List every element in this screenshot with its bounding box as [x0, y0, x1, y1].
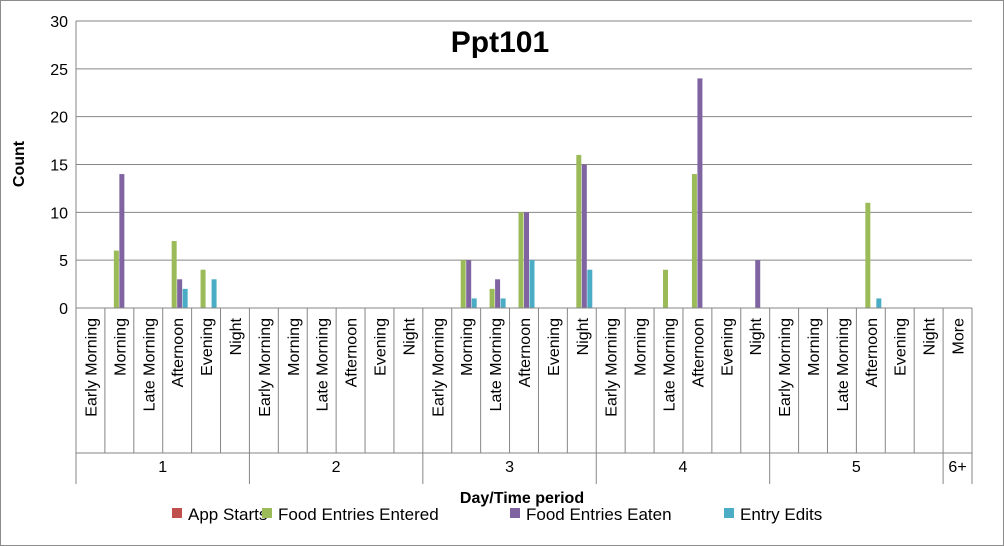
x-category-label: Late Morning — [488, 318, 505, 411]
bar — [460, 260, 466, 308]
y-tick-label: 20 — [50, 110, 68, 127]
bar — [529, 260, 535, 308]
y-tick-label: 25 — [50, 62, 68, 79]
bar — [113, 250, 119, 308]
bar — [466, 260, 472, 308]
x-category-label: Late Morning — [835, 318, 852, 411]
x-category-label: Night — [575, 317, 592, 355]
x-category-label: Night — [922, 317, 939, 355]
x-category-label: Night — [748, 317, 765, 355]
legend-swatch — [172, 508, 182, 518]
bars — [113, 78, 882, 309]
bar — [524, 212, 529, 308]
bar — [177, 279, 183, 308]
y-tick-label: 10 — [50, 205, 68, 222]
x-category-label: Late Morning — [662, 318, 679, 411]
legend: App Starts Food Entries Entered Food Entri… — [172, 505, 822, 524]
legend-swatch — [510, 508, 520, 518]
x-category-label: Evening — [372, 318, 389, 376]
bar — [518, 212, 524, 308]
bar — [500, 298, 506, 308]
x-category-label: Late Morning — [315, 318, 332, 411]
x-category-label: Morning — [633, 318, 650, 376]
x-category-label: Morning — [806, 318, 823, 376]
x-category-label: Early Morning — [430, 318, 447, 417]
x-category-label: Night — [401, 317, 418, 355]
bar — [119, 174, 125, 308]
y-tick-label: 0 — [59, 301, 68, 318]
bar — [171, 241, 177, 308]
x-category-label: Evening — [719, 318, 736, 376]
bar — [576, 154, 582, 308]
x-category-label: Afternoon — [517, 318, 534, 387]
x-axis: Early Morning Morning Late Morning Afternoo… — [75, 307, 973, 484]
legend-label: App Starts — [188, 505, 267, 524]
x-category-label: Late Morning — [141, 318, 158, 411]
bar — [663, 269, 669, 308]
y-tick-label: 5 — [59, 253, 68, 270]
x-category-label: Night — [228, 317, 245, 355]
bar — [489, 288, 495, 308]
x-category-label: Early Morning — [604, 318, 621, 417]
legend-swatch — [724, 508, 734, 518]
x-axis-title: Day/Time period — [460, 490, 584, 507]
bar — [697, 78, 703, 309]
legend-label: Food Entries Entered — [278, 505, 439, 524]
x-category-label: Afternoon — [344, 318, 361, 387]
x-category-label: Evening — [199, 318, 216, 376]
bar — [200, 269, 206, 308]
legend-label: Food Entries Eaten — [526, 505, 672, 524]
bar — [495, 279, 501, 308]
x-group-label: 3 — [505, 459, 514, 476]
bar — [865, 202, 871, 308]
x-group-label: 1 — [158, 459, 167, 476]
x-category-label: Early Morning — [83, 318, 100, 417]
y-tick-label: 30 — [50, 14, 68, 31]
x-category-label: Morning — [286, 318, 303, 376]
bar — [211, 279, 217, 308]
x-group-label: 6+ — [948, 459, 966, 476]
bar — [587, 269, 593, 308]
y-tick-label: 15 — [50, 158, 68, 175]
chart-title: Ppt101 — [451, 26, 549, 59]
bar — [182, 288, 188, 308]
gridlines — [75, 20, 972, 308]
y-axis-title: Count — [11, 140, 28, 187]
x-category-label: More — [951, 318, 968, 355]
bar — [755, 260, 761, 308]
x-category-label: Early Morning — [257, 318, 274, 417]
x-group-label: 5 — [852, 459, 861, 476]
x-category-label: Morning — [459, 318, 476, 376]
x-category-label: Early Morning — [777, 318, 794, 417]
x-category-label: Afternoon — [864, 318, 881, 387]
x-category-label: Morning — [112, 318, 129, 376]
x-category-label: Evening — [893, 318, 910, 376]
x-group-label: 2 — [332, 459, 341, 476]
x-group-label: 4 — [679, 459, 688, 476]
legend-label: Entry Edits — [740, 505, 822, 524]
x-category-label: Evening — [546, 318, 563, 376]
bar — [471, 298, 477, 308]
y-tick-labels: 0 5 10 15 20 25 30 — [50, 14, 68, 318]
bar — [581, 164, 587, 308]
x-category-label: Afternoon — [690, 318, 707, 387]
legend-swatch — [262, 508, 272, 518]
bar — [876, 298, 882, 308]
x-category-label: Afternoon — [170, 318, 187, 387]
bar — [691, 174, 697, 308]
